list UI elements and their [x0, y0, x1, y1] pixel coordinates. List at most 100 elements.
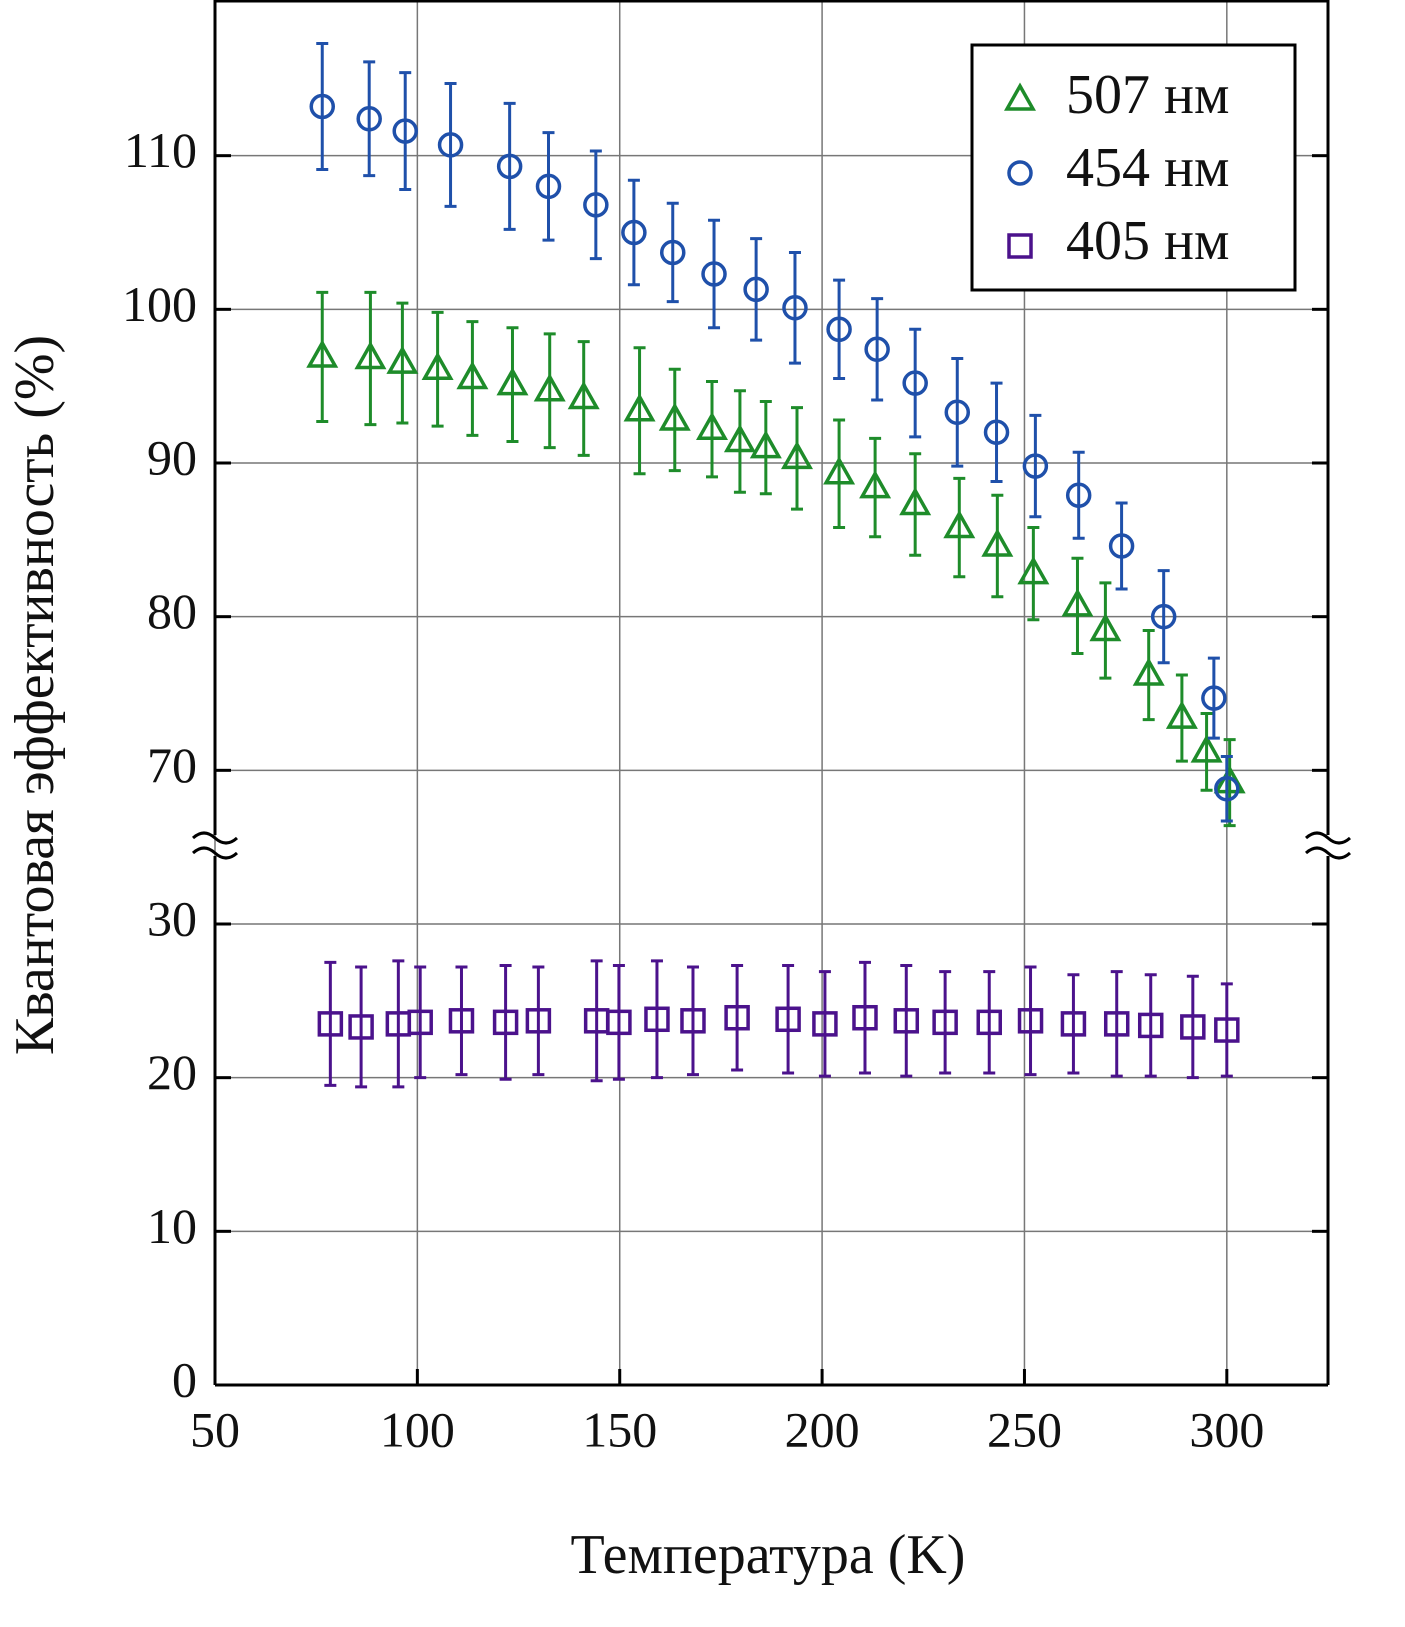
- error-bar: [396, 301, 409, 425]
- error-bar: [909, 452, 922, 557]
- error-bar: [1175, 673, 1188, 763]
- y-tick-label: 110: [124, 122, 197, 178]
- marker: [421, 351, 454, 381]
- error-bar: [466, 320, 479, 437]
- marker: [1065, 482, 1092, 509]
- error-bar: [1220, 982, 1233, 1078]
- marker: [348, 1014, 374, 1040]
- error-bar: [983, 970, 996, 1075]
- error-bar: [363, 60, 376, 178]
- marker: [1214, 1017, 1240, 1043]
- error-bar: [506, 326, 519, 443]
- error-bar: [543, 332, 556, 450]
- error-bar: [324, 960, 337, 1087]
- marker: [976, 1009, 1002, 1036]
- marker: [456, 360, 489, 390]
- marker: [864, 336, 890, 363]
- marker: [1214, 776, 1240, 802]
- legend: 507 нм 454 нм 405 нм: [1004, 64, 1229, 272]
- marker: [533, 373, 566, 402]
- marker: [696, 411, 729, 440]
- error-bar: [1072, 450, 1085, 540]
- marker: [1108, 533, 1135, 559]
- error-bar: [666, 201, 679, 304]
- legend-label: 507 нм: [1066, 64, 1229, 126]
- marker: [780, 440, 813, 470]
- x-axis-title: Температура (K): [571, 1524, 966, 1586]
- error-bar: [1071, 556, 1084, 656]
- error-bar: [1223, 738, 1236, 828]
- x-tick-label: 150: [582, 1401, 657, 1457]
- y-tick-label: 20: [147, 1044, 197, 1100]
- error-bar: [788, 250, 801, 365]
- marker: [407, 1009, 433, 1036]
- marker: [743, 276, 769, 303]
- marker: [659, 239, 686, 266]
- error-bar: [1027, 526, 1040, 622]
- error-bar: [939, 970, 952, 1075]
- marker: [496, 153, 523, 180]
- error-bar: [499, 963, 512, 1081]
- error-bar: [503, 101, 516, 231]
- marker: [1165, 700, 1198, 729]
- marker: [1061, 588, 1094, 617]
- marker: [826, 316, 852, 343]
- axis-break: [1304, 831, 1352, 860]
- marker: [1017, 1008, 1044, 1034]
- frame: [191, 0, 1352, 1387]
- error-bar: [316, 290, 329, 424]
- error-bar: [1186, 974, 1199, 1080]
- error-bar: [364, 290, 377, 427]
- error-bar: [668, 367, 681, 473]
- error-bar: [708, 218, 721, 330]
- error-bar: [1220, 755, 1233, 823]
- marker: [1180, 1014, 1206, 1040]
- error-bar: [1115, 501, 1128, 591]
- y-axis-title: Квантовая эффективность (%): [4, 335, 66, 1055]
- error-bar: [733, 389, 746, 494]
- marker: [1060, 1011, 1087, 1037]
- error-bar: [871, 297, 884, 402]
- error-bar: [399, 71, 412, 191]
- error-bar: [833, 418, 846, 530]
- y-tick-label: 30: [147, 890, 197, 946]
- marker: [309, 93, 336, 120]
- marker: [1201, 685, 1227, 711]
- legend-marker: [1004, 82, 1036, 111]
- marker: [943, 509, 976, 539]
- marker: [902, 370, 928, 396]
- error-bar: [731, 963, 744, 1072]
- marker: [354, 340, 387, 370]
- marker: [644, 1006, 670, 1033]
- marker: [859, 470, 892, 499]
- error-bar: [833, 278, 846, 380]
- marker: [492, 1009, 519, 1036]
- error-bar: [1099, 581, 1112, 680]
- y-tick-label: 0: [172, 1351, 197, 1407]
- error-bar: [759, 400, 772, 496]
- marker: [621, 219, 647, 246]
- y-tick-label: 90: [147, 429, 197, 485]
- marker: [356, 106, 382, 132]
- error-bar: [1144, 973, 1157, 1078]
- marker: [775, 1006, 801, 1033]
- marker: [583, 192, 609, 218]
- grid: [213, 2, 1328, 1387]
- marker: [1132, 657, 1165, 686]
- marker: [437, 132, 464, 158]
- marker: [1089, 612, 1122, 642]
- marker: [392, 118, 418, 144]
- marker: [782, 295, 808, 321]
- error-bar: [1142, 628, 1155, 722]
- marker: [623, 393, 656, 422]
- axis-break: [191, 831, 239, 860]
- error-bar: [858, 960, 871, 1075]
- error-bar: [444, 81, 457, 208]
- error-bar: [577, 340, 590, 457]
- marker: [899, 486, 932, 516]
- error-bar: [909, 327, 922, 439]
- error-bar: [1029, 413, 1042, 519]
- marker: [448, 1008, 475, 1034]
